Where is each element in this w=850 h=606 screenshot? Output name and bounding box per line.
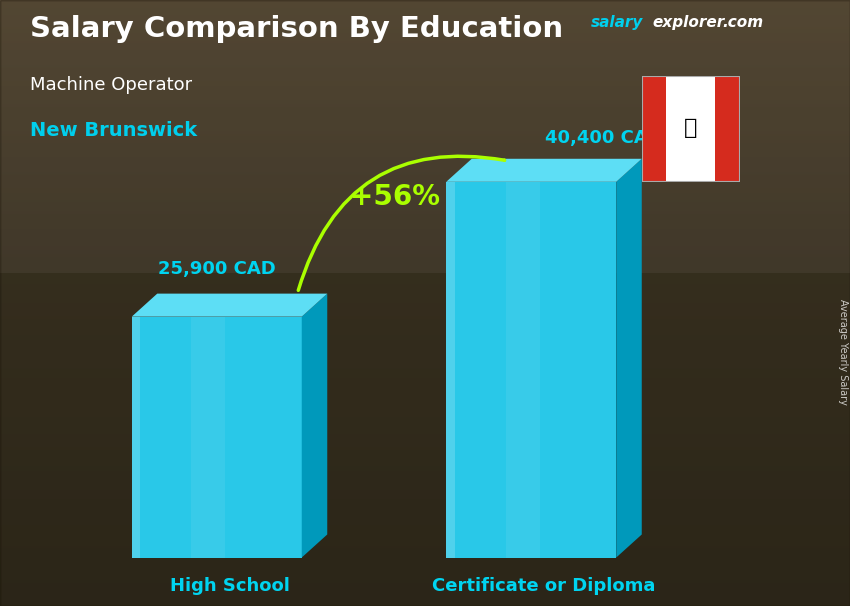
Polygon shape (506, 182, 540, 558)
Polygon shape (446, 159, 642, 182)
Polygon shape (302, 294, 327, 558)
Polygon shape (132, 317, 140, 558)
Text: +56%: +56% (350, 182, 440, 211)
Text: 25,900 CAD: 25,900 CAD (158, 261, 275, 279)
Polygon shape (191, 317, 225, 558)
Text: Salary Comparison By Education: Salary Comparison By Education (30, 15, 563, 43)
Text: 🍁: 🍁 (684, 118, 697, 138)
FancyArrowPatch shape (298, 156, 505, 290)
Polygon shape (446, 182, 455, 558)
Text: Machine Operator: Machine Operator (30, 76, 192, 94)
Polygon shape (132, 294, 327, 317)
Text: .com: .com (722, 15, 763, 30)
Polygon shape (446, 182, 616, 558)
Bar (642, 76, 666, 182)
Polygon shape (132, 317, 302, 558)
Text: Average Yearly Salary: Average Yearly Salary (838, 299, 848, 404)
Text: salary: salary (591, 15, 643, 30)
Text: New Brunswick: New Brunswick (30, 121, 197, 140)
Bar (715, 76, 740, 182)
Polygon shape (616, 159, 642, 558)
Text: 40,400 CAD: 40,400 CAD (545, 128, 662, 147)
Text: explorer: explorer (653, 15, 725, 30)
Text: Certificate or Diploma: Certificate or Diploma (433, 577, 655, 595)
Text: High School: High School (169, 577, 290, 595)
